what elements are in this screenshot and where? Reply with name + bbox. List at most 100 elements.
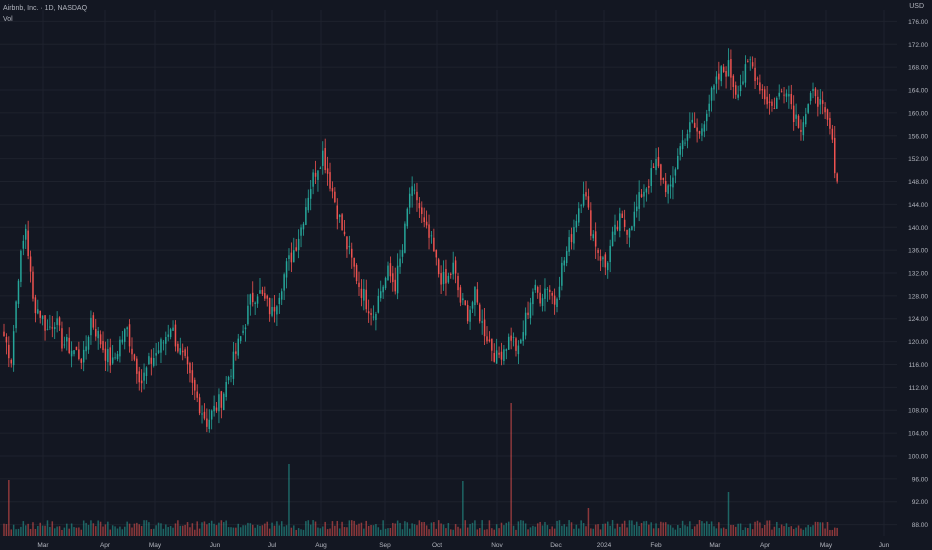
volume-bar — [582, 523, 585, 536]
candle-body — [61, 328, 63, 349]
time-axis[interactable]: Mar Apr May Jun Jul Aug Sep Oct Nov Dec 2024 Feb Mar… — [37, 542, 889, 549]
x-tick-label: Nov — [491, 542, 503, 549]
volume-bar — [797, 525, 800, 536]
volume-bar — [703, 523, 706, 536]
candle-body — [297, 238, 300, 251]
candle-body — [165, 337, 167, 344]
candle-body — [138, 371, 140, 383]
candle-body — [500, 351, 503, 360]
candle-body — [206, 418, 208, 427]
volume-bar — [445, 528, 447, 536]
candle-body — [396, 265, 399, 294]
volume-bar — [776, 521, 778, 536]
candle-body — [155, 353, 157, 356]
volume-bar — [667, 524, 669, 536]
volume-bar — [343, 527, 346, 536]
volume-bar — [469, 523, 471, 536]
volume-bar — [536, 523, 539, 536]
candle-body — [614, 224, 616, 235]
volume-bar — [737, 523, 739, 536]
volume-bar — [256, 524, 259, 536]
candle-body — [271, 306, 273, 316]
volume-bar — [341, 521, 343, 536]
candle-body — [343, 231, 346, 235]
candle-body — [266, 295, 268, 299]
volume-bar — [626, 527, 628, 536]
candle-body — [232, 351, 235, 379]
candle-body — [394, 279, 396, 292]
volume-bar — [524, 523, 527, 536]
x-tick-label: Apr — [100, 542, 111, 549]
candle-body — [425, 221, 428, 226]
candle-body — [249, 294, 252, 305]
volume-bar — [3, 523, 5, 536]
volume-bar — [834, 527, 836, 536]
volume-bar — [97, 520, 99, 536]
volume-bar — [623, 520, 626, 536]
candle-body — [505, 349, 508, 351]
volume-bar — [464, 520, 467, 536]
volume-bar — [763, 524, 766, 536]
candle-body — [186, 356, 189, 365]
candle-body — [128, 324, 131, 347]
candle-body — [520, 339, 522, 344]
candle-body — [445, 268, 447, 284]
candle-body — [8, 344, 10, 359]
volume-bar — [471, 522, 474, 536]
volume-bar — [215, 525, 218, 536]
candle-body — [280, 291, 283, 300]
volume-bar — [792, 529, 795, 536]
volume-bar — [756, 520, 759, 536]
volume-bar — [259, 525, 261, 536]
volume-bar — [51, 521, 54, 536]
candle-body — [652, 166, 655, 168]
volume-bar — [247, 522, 249, 536]
candle-body — [691, 119, 694, 123]
volume-bars — [3, 403, 838, 536]
candle-body — [556, 298, 558, 307]
candle-body — [78, 349, 80, 359]
price-axis[interactable]: 176.00 172.00 168.00 164.00 160.00 156.00 152.… — [908, 19, 928, 529]
volume-bar — [87, 524, 90, 536]
volume-bar — [365, 520, 367, 536]
volume-bar — [491, 528, 493, 536]
candle-body — [524, 312, 527, 336]
volume-bar — [722, 527, 725, 536]
volume-bar — [418, 520, 421, 536]
volume-bar — [165, 524, 167, 536]
x-tick-label: Mar — [709, 542, 721, 549]
candle-body — [578, 208, 580, 223]
volume-bar — [210, 520, 213, 536]
volume-bar — [568, 520, 570, 536]
volume-bar — [633, 525, 636, 536]
volume-bar — [389, 527, 392, 536]
candle-body — [582, 194, 585, 206]
y-tick-label: 100.00 — [908, 453, 928, 460]
volume-bar — [95, 526, 97, 536]
candle-body — [75, 346, 78, 350]
volume-bar — [237, 523, 240, 536]
volume-bar — [138, 524, 140, 536]
candle-body — [602, 257, 604, 260]
candle-body — [498, 352, 500, 355]
candle-body — [179, 348, 182, 355]
candle-body — [450, 273, 452, 275]
volume-bar — [12, 524, 15, 536]
volume-bar — [768, 520, 771, 536]
candle-body — [701, 128, 703, 136]
candle-body — [718, 73, 720, 80]
volume-bar — [590, 528, 592, 536]
volume-bar — [780, 524, 783, 536]
candle-body — [184, 349, 186, 356]
x-tick-label: Feb — [650, 542, 662, 549]
candle-body — [121, 339, 124, 343]
volume-bar — [689, 521, 691, 536]
y-tick-label: 164.00 — [908, 88, 928, 95]
candle-body — [488, 339, 491, 342]
volume-bar — [648, 524, 650, 536]
volume-bar — [90, 520, 92, 536]
volume-bar — [17, 528, 20, 536]
candle-body — [805, 114, 807, 125]
candle-body — [116, 354, 119, 360]
